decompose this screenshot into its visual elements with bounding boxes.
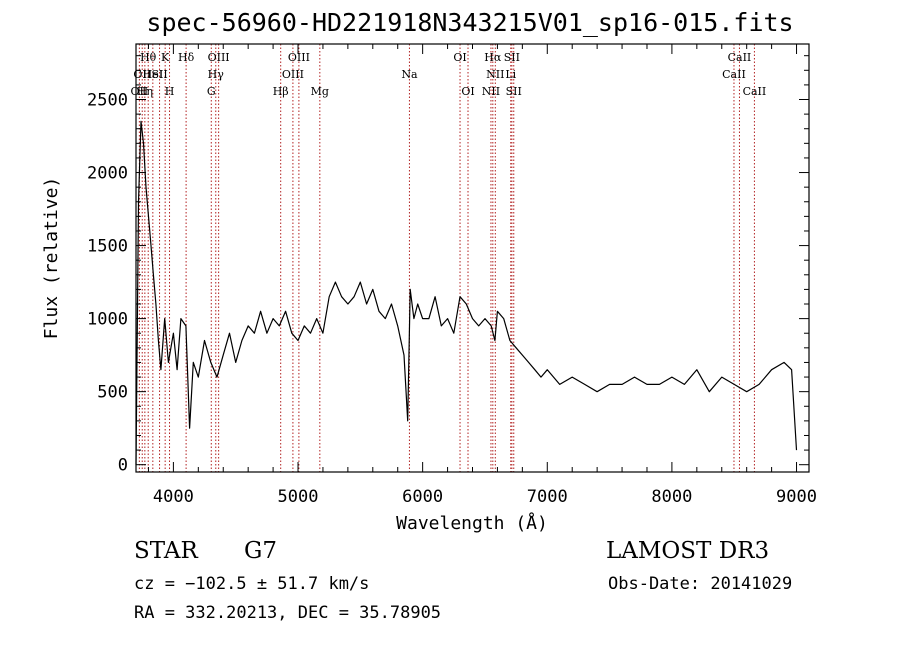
x-tick-label: 8000 <box>651 487 692 507</box>
y-axis-label: Flux (relative) <box>41 177 62 340</box>
spectral-line-label: NII <box>482 85 500 98</box>
spectral-line-label: CaII <box>728 51 752 64</box>
spectral-line-labels: OIIOIIHηHθHeISIIKHHδGHγOIIIHβOIIIOIIIMgN… <box>131 51 767 98</box>
spectral-line-label: OI <box>461 85 474 98</box>
y-tick-label: 500 <box>97 383 128 403</box>
x-tick-label: 5000 <box>278 487 319 507</box>
coordinates-readout: RA = 332.20213, DEC = 35.78905 <box>134 603 442 623</box>
spectral-line-label: OIII <box>288 51 310 64</box>
spectral-line-label: Li <box>505 68 516 81</box>
redshift-readout: cz = −102.5 ± 51.7 km/s <box>134 574 370 594</box>
spectral-line-label: Hθ <box>140 51 157 64</box>
object-subclass: G7 <box>244 538 278 564</box>
spectral-line-label: OII <box>133 68 151 81</box>
y-tick-label: 2000 <box>87 164 128 184</box>
spectral-line-label: Hα <box>484 51 502 64</box>
spectral-line-label: Hγ <box>208 68 225 81</box>
spectral-line-label: OIII <box>208 51 230 64</box>
spectral-line-label: G <box>207 85 216 98</box>
spectral-line-label: CaII <box>722 68 746 81</box>
x-axis-label: Wavelength (Å) <box>396 512 548 534</box>
y-tick-label: 1000 <box>87 310 128 330</box>
spectral-line-label: Hδ <box>178 51 195 64</box>
spectral-line-label: Hη <box>137 85 153 98</box>
y-tick-label: 1500 <box>87 237 128 257</box>
x-tick-label: 6000 <box>402 487 443 507</box>
spectral-line-label: SII <box>504 51 520 64</box>
plot-frame <box>135 43 810 473</box>
y-tick-label: 2500 <box>87 91 128 111</box>
spectral-line-label: H <box>165 85 175 98</box>
spectral-line-label: Hβ <box>273 85 289 98</box>
chart-title: spec-56960-HD221918N343215V01_sp16-015.f… <box>146 8 794 37</box>
survey-name: LAMOST DR3 <box>606 538 770 564</box>
y-tick-label: 0 <box>118 456 128 476</box>
spectral-line-label: OII <box>131 85 149 98</box>
y-axis-ticks: 0 500 1000 1500 2000 2500 <box>87 55 809 476</box>
spectral-line-label: Mg <box>311 85 329 98</box>
spectral-line-label: HeI <box>143 68 163 81</box>
spectral-line-label: SII <box>151 68 167 81</box>
spectral-line-label: OI <box>453 51 466 64</box>
spectrum-series-line <box>135 120 798 465</box>
x-axis-ticks: 4000 5000 6000 7000 8000 9000 <box>147 44 817 507</box>
spectral-line-label: Na <box>401 68 418 81</box>
x-tick-label: 7000 <box>527 487 568 507</box>
spectral-line-markers <box>138 44 755 472</box>
spectral-line-label: NII <box>486 68 504 81</box>
observation-date: Obs-Date: 20141029 <box>608 574 793 594</box>
x-tick-label: 4000 <box>153 487 194 507</box>
object-class: STAR <box>134 538 198 564</box>
spectral-line-label: OIII <box>282 68 304 81</box>
spectral-line-label: SII <box>506 85 522 98</box>
spectral-line-label: CaII <box>743 85 767 98</box>
x-tick-label: 9000 <box>776 487 817 507</box>
spectral-line-label: K <box>161 51 170 64</box>
